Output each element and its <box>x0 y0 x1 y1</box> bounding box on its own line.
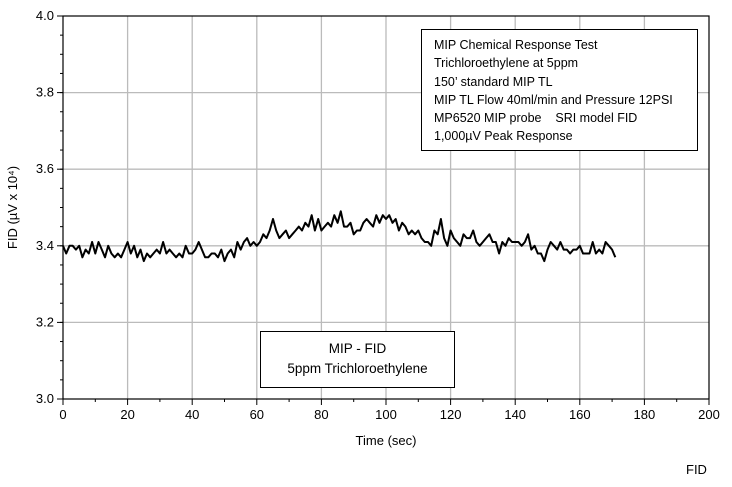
y-tick-label: 3.0 <box>36 391 54 406</box>
x-tick-label: 100 <box>375 407 397 422</box>
x-tick-label: 180 <box>634 407 656 422</box>
info-line: MIP TL Flow 40ml/min and Pressure 12PSI <box>434 92 673 107</box>
corner-label: FID <box>686 462 707 477</box>
y-tick-label: 4.0 <box>36 8 54 23</box>
info-line: Trichloroethylene at 5ppm <box>434 56 579 71</box>
legend-line: 5ppm Trichloroethylene <box>287 361 428 376</box>
x-tick-label: 0 <box>59 407 66 422</box>
x-tick-label: 20 <box>120 407 134 422</box>
x-tick-label: 120 <box>440 407 462 422</box>
info-line: 150’ standard MIP TL <box>434 74 553 89</box>
x-tick-label: 160 <box>569 407 591 422</box>
y-tick-label: 3.6 <box>36 161 54 176</box>
y-axis-label: FID (µV x 10⁴) <box>5 166 20 249</box>
x-tick-label: 40 <box>185 407 199 422</box>
x-tick-label: 140 <box>504 407 526 422</box>
legend-box: MIP - FID 5ppm Trichloroethylene <box>260 331 455 388</box>
x-tick-label: 80 <box>314 407 328 422</box>
info-line: MIP Chemical Response Test <box>434 38 598 52</box>
legend-line: MIP - FID <box>328 341 387 356</box>
x-tick-label: 60 <box>250 407 264 422</box>
y-tick-label: 3.2 <box>36 314 54 329</box>
series-line <box>62 210 617 263</box>
x-axis-label: Time (sec) <box>356 433 417 448</box>
x-tick-label: 200 <box>698 407 720 422</box>
plot-frame <box>62 15 710 400</box>
y-tick-label: 3.8 <box>36 85 54 100</box>
y-tick-label: 3.4 <box>36 238 54 253</box>
info-box: MIP Chemical Response Test Trichloroethy… <box>421 29 698 151</box>
info-line: 1,000µV Peak Response <box>434 129 573 144</box>
info-line: MP6520 MIP probe SRI model FID <box>434 111 638 126</box>
